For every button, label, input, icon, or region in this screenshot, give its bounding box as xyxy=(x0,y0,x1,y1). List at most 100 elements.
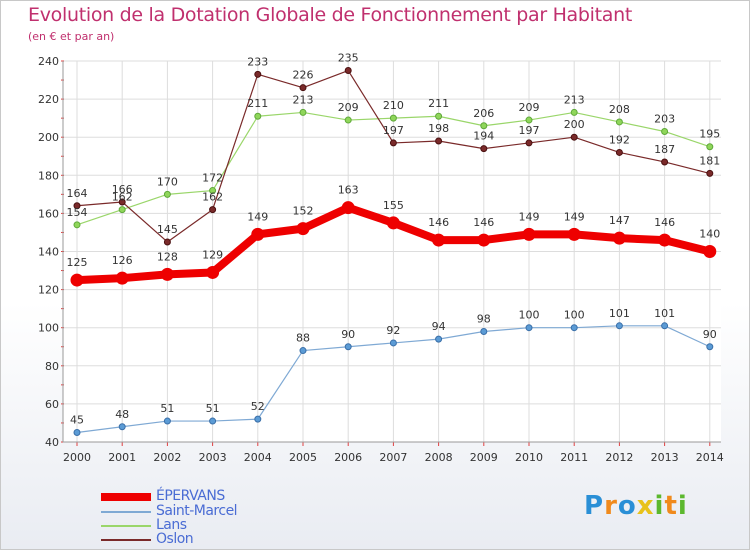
logo-letter: P xyxy=(584,491,605,521)
data-point-lans xyxy=(525,116,533,124)
data-label-oslon: 166 xyxy=(112,183,133,196)
legend-swatch-lans xyxy=(101,525,151,527)
logo-letter: r xyxy=(604,491,618,521)
data-label-oslon: 197 xyxy=(519,124,540,137)
legend-label-saint-marcel: Saint-Marcel xyxy=(156,503,238,519)
y-tick-label: 120 xyxy=(38,284,59,297)
data-point-epervans xyxy=(386,216,400,230)
data-label-oslon: 198 xyxy=(428,122,449,135)
data-point-epervans xyxy=(477,233,491,247)
data-point-oslon xyxy=(163,238,171,246)
data-label-lans: 208 xyxy=(609,103,630,116)
data-point-saint-marcel xyxy=(209,417,217,425)
data-label-epervans: 149 xyxy=(564,210,585,223)
chart-title: Evolution de la Dotation Globale de Fonc… xyxy=(28,4,633,26)
data-label-lans: 154 xyxy=(67,206,88,219)
data-label-epervans: 152 xyxy=(293,205,314,218)
data-label-oslon: 181 xyxy=(699,154,720,167)
data-label-lans: 209 xyxy=(338,101,359,114)
data-label-saint-marcel: 45 xyxy=(70,413,84,426)
x-tick-label: 2009 xyxy=(470,451,498,464)
data-label-oslon: 187 xyxy=(654,143,675,156)
data-point-lans xyxy=(344,116,352,124)
data-label-epervans: 163 xyxy=(338,184,359,197)
data-point-oslon xyxy=(435,137,443,145)
data-point-lans xyxy=(706,143,714,151)
data-point-lans xyxy=(615,118,623,126)
x-tick-label: 2010 xyxy=(515,451,543,464)
y-tick-label: 140 xyxy=(38,246,59,259)
data-label-epervans: 128 xyxy=(157,250,178,263)
y-tick-label: 40 xyxy=(45,436,59,449)
y-tick-label: 60 xyxy=(45,398,59,411)
data-point-oslon xyxy=(615,148,623,156)
data-label-epervans: 146 xyxy=(654,216,675,229)
data-point-saint-marcel xyxy=(344,343,352,351)
legend-swatch-epervans xyxy=(101,493,151,501)
x-tick-label: 2014 xyxy=(696,451,724,464)
data-point-saint-marcel xyxy=(435,335,443,343)
data-point-saint-marcel xyxy=(480,328,488,336)
data-point-epervans xyxy=(432,233,446,247)
data-label-epervans: 125 xyxy=(67,256,88,269)
data-label-lans: 213 xyxy=(293,93,314,106)
data-point-saint-marcel xyxy=(389,339,397,347)
data-point-saint-marcel xyxy=(73,428,81,436)
data-point-oslon xyxy=(661,158,669,166)
logo-letter: i xyxy=(677,491,688,521)
x-tick-label: 2005 xyxy=(289,451,317,464)
data-label-oslon: 162 xyxy=(202,191,223,204)
data-label-epervans: 147 xyxy=(609,214,630,227)
data-point-oslon xyxy=(480,145,488,153)
logo-letter: i xyxy=(654,491,665,521)
x-tick-label: 2004 xyxy=(244,451,272,464)
data-label-epervans: 146 xyxy=(473,216,494,229)
data-label-saint-marcel: 48 xyxy=(115,408,129,421)
proxiti-logo: Proxiti xyxy=(584,491,688,521)
data-point-lans xyxy=(299,108,307,116)
data-label-saint-marcel: 94 xyxy=(432,320,446,333)
data-label-epervans: 149 xyxy=(519,210,540,223)
logo-letter: t xyxy=(664,491,678,521)
x-tick-label: 2006 xyxy=(334,451,362,464)
chart-subtitle: (en € et par an) xyxy=(28,30,115,43)
data-point-saint-marcel xyxy=(661,322,669,330)
data-point-oslon xyxy=(389,139,397,147)
y-tick-label: 160 xyxy=(38,207,59,220)
data-label-saint-marcel: 101 xyxy=(609,307,630,320)
data-label-lans: 162 xyxy=(112,191,133,204)
data-point-epervans xyxy=(658,233,672,247)
y-tick-label: 240 xyxy=(38,55,59,68)
logo-letter: o xyxy=(617,491,637,521)
data-label-saint-marcel: 90 xyxy=(703,328,717,341)
data-point-lans xyxy=(435,112,443,120)
data-point-oslon xyxy=(706,169,714,177)
data-point-epervans xyxy=(251,227,265,241)
data-point-oslon xyxy=(254,70,262,78)
data-label-oslon: 145 xyxy=(157,223,178,236)
data-point-saint-marcel xyxy=(163,417,171,425)
data-point-epervans xyxy=(703,245,717,258)
data-point-oslon xyxy=(344,67,352,75)
data-label-oslon: 235 xyxy=(338,52,359,65)
data-point-oslon xyxy=(299,84,307,92)
x-tick-label: 2000 xyxy=(63,451,91,464)
x-tick-label: 2008 xyxy=(425,451,453,464)
x-tick-label: 2013 xyxy=(651,451,679,464)
x-tick-label: 2007 xyxy=(379,451,407,464)
data-label-oslon: 192 xyxy=(609,133,630,146)
data-label-lans: 211 xyxy=(428,97,449,110)
data-label-saint-marcel: 98 xyxy=(477,313,491,326)
x-tick-label: 2012 xyxy=(605,451,633,464)
data-point-epervans xyxy=(70,273,84,287)
data-label-lans: 195 xyxy=(699,128,720,141)
y-tick-label: 220 xyxy=(38,93,59,106)
legend-label-epervans: ÉPERVANS xyxy=(156,488,225,504)
data-point-lans xyxy=(389,114,397,122)
x-tick-label: 2002 xyxy=(153,451,181,464)
data-point-epervans xyxy=(296,222,310,236)
data-point-epervans xyxy=(522,227,536,241)
data-label-oslon: 200 xyxy=(564,118,585,131)
data-point-oslon xyxy=(118,198,126,206)
